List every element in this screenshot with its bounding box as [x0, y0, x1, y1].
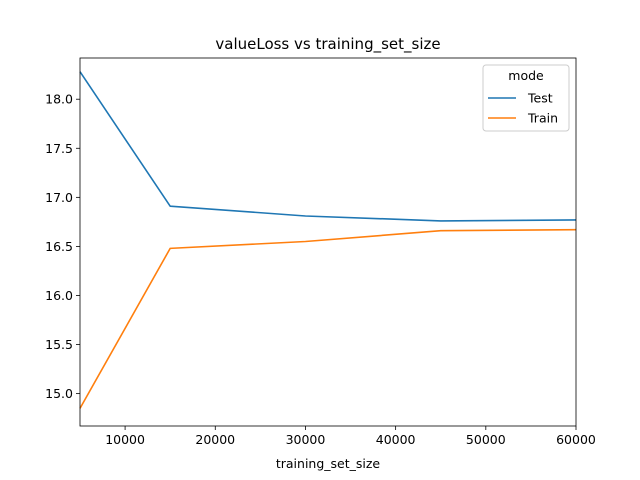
x-tick-label: 20000	[195, 432, 235, 447]
y-tick-label: 16.0	[45, 288, 73, 303]
y-tick-label: 17.0	[45, 190, 73, 205]
y-tick-label: 17.5	[45, 141, 73, 156]
x-tick-label: 30000	[286, 432, 326, 447]
y-tick-label: 15.5	[45, 337, 73, 352]
y-axis: 15.0 15.5 16.0 16.5 17.0 17.5 18.0	[45, 92, 80, 401]
x-tick-label: 40000	[376, 432, 416, 447]
series-line-train	[79, 228, 577, 409]
y-tick-label: 16.5	[45, 239, 73, 254]
x-axis-label: training_set_size	[276, 456, 381, 471]
x-tick-label: 10000	[105, 432, 145, 447]
legend: mode Test Train	[482, 64, 570, 132]
legend-label-test: Test	[527, 91, 553, 106]
plot-frame	[79, 57, 577, 427]
y-tick-label: 15.0	[45, 386, 73, 401]
chart-title: valueLoss vs training_set_size	[215, 35, 440, 54]
legend-box	[482, 64, 570, 132]
series-lines	[79, 71, 577, 409]
x-tick-label: 50000	[466, 432, 506, 447]
legend-label-train: Train	[527, 111, 558, 126]
x-axis: 10000 20000 30000 40000 50000 60000	[105, 426, 596, 447]
legend-title: mode	[508, 68, 544, 83]
x-tick-label: 60000	[556, 432, 596, 447]
series-line-test	[79, 71, 577, 222]
y-tick-label: 18.0	[45, 92, 73, 107]
